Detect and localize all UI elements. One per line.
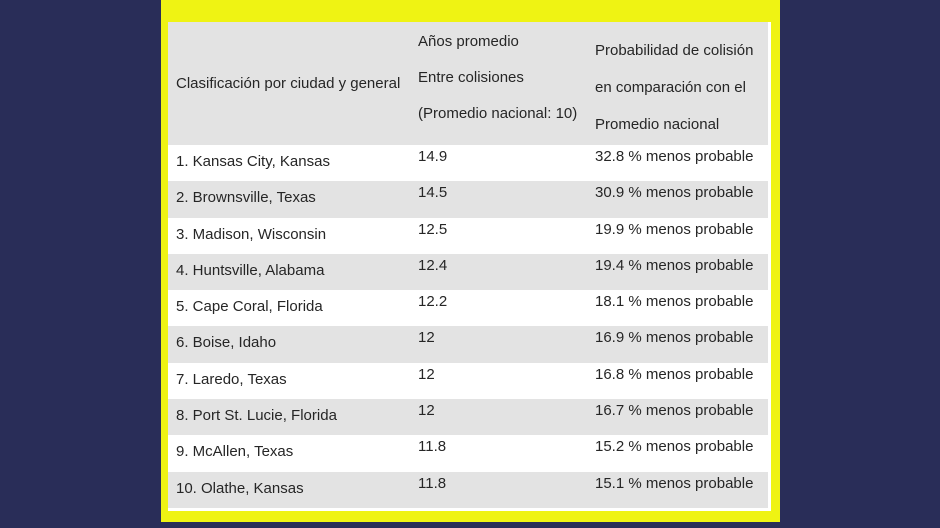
city-cell: 8. Port St. Lucie, Florida [176, 407, 337, 425]
column-header-probability: Probabilidad de colisión en comparación … [587, 22, 768, 145]
probability-cell: 32.8 % menos probable [595, 148, 754, 165]
column-header-city-label: Clasificación por ciudad y general [176, 75, 401, 92]
probability-cell: 16.7 % menos probable [595, 402, 754, 420]
probability-cell: 15.1 % menos probable [595, 474, 754, 492]
probability-cell: 18.1 % menos probable [595, 293, 754, 311]
years-cell: 12 [418, 365, 435, 383]
table-row: 1. Kansas City, Kansas 14.9 32.8 % menos… [168, 145, 768, 182]
city-rankings-table: Clasificación por ciudad y general Años … [168, 22, 771, 511]
city-cell: 7. Laredo, Texas [176, 370, 287, 388]
city-cell: 4. Huntsville, Alabama [176, 261, 325, 279]
years-cell: 14.5 [418, 184, 448, 202]
column-header-years: Años promedio Entre colisiones (Promedio… [410, 22, 587, 145]
years-cell: 14.9 [418, 148, 448, 165]
city-cell: 9. McAllen, Texas [176, 443, 294, 461]
city-cell: 3. Madison, Wisconsin [176, 225, 327, 243]
column-header-probability-line1: Probabilidad de colisión [595, 42, 754, 59]
years-cell: 12.4 [418, 256, 448, 274]
city-cell: 5. Cape Coral, Florida [176, 298, 323, 316]
years-cell: 12 [418, 329, 435, 347]
table-header-row: Clasificación por ciudad y general Años … [168, 22, 768, 145]
table-row: 6. Boise, Idaho 12 16.9 % menos probable [168, 326, 768, 363]
probability-cell: 19.4 % menos probable [595, 256, 754, 274]
yellow-frame: Clasificación por ciudad y general Años … [161, 0, 780, 522]
table-row: 2. Brownsville, Texas 14.5 30.9 % menos … [168, 181, 768, 218]
column-header-years-line1: Años promedio [418, 33, 519, 50]
city-cell: 10. Olathe, Kansas [176, 479, 304, 497]
table-row: 9. McAllen, Texas 11.8 15.2 % menos prob… [168, 435, 768, 472]
column-header-probability-line3: Promedio nacional [595, 116, 720, 133]
years-cell: 12.2 [418, 293, 448, 311]
column-header-years-line2: Entre colisiones [418, 69, 524, 86]
probability-cell: 16.8 % menos probable [595, 365, 754, 383]
column-header-city: Clasificación por ciudad y general [168, 22, 410, 145]
years-cell: 12.5 [418, 220, 448, 238]
city-cell: 2. Brownsville, Texas [176, 189, 316, 207]
table-row: 7. Laredo, Texas 12 16.8 % menos probabl… [168, 362, 768, 400]
years-cell: 11.8 [418, 438, 447, 456]
city-cell: 1. Kansas City, Kansas [176, 153, 330, 170]
table-row: 5. Cape Coral, Florida 12.2 18.1 % menos… [168, 290, 768, 327]
years-cell: 11.8 [418, 474, 447, 492]
probability-cell: 19.9 % menos probable [595, 220, 754, 238]
table-row: 4. Huntsville, Alabama 12.4 19.4 % menos… [168, 253, 768, 291]
table-row: 3. Madison, Wisconsin 12.5 19.9 % menos … [168, 217, 768, 254]
city-cell: 6. Boise, Idaho [176, 334, 277, 352]
probability-cell: 15.2 % menos probable [595, 438, 754, 456]
probability-cell: 16.9 % menos probable [595, 329, 754, 347]
probability-cell: 30.9 % menos probable [595, 184, 754, 202]
table-row: 8. Port St. Lucie, Florida 12 16.7 % men… [168, 399, 768, 436]
years-cell: 12 [418, 402, 435, 420]
column-header-probability-line2: en comparación con el [595, 79, 746, 96]
column-header-years-line3: (Promedio nacional: 10) [418, 105, 578, 122]
table-row: 10. Olathe, Kansas 11.8 15.1 % menos pro… [168, 471, 768, 508]
